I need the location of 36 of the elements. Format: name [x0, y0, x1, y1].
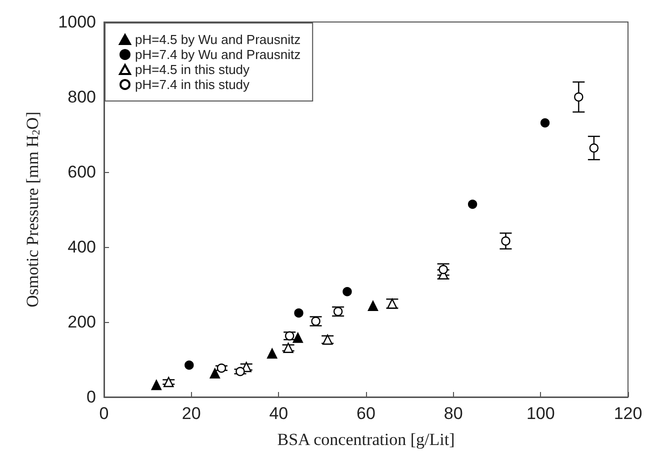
point — [267, 348, 278, 359]
legend-label: pH=4.5 by Wu and Prausnitz — [135, 32, 301, 47]
point — [292, 332, 303, 343]
y-tick-label: 0 — [86, 388, 96, 406]
y-tick-label: 600 — [68, 162, 96, 182]
point — [294, 308, 304, 318]
x-tick-label: 60 — [356, 404, 376, 423]
point — [216, 364, 226, 373]
y-tick-label: 1000 — [58, 12, 96, 32]
point — [151, 380, 162, 390]
y-tick-label: 800 — [68, 88, 96, 106]
point — [574, 92, 584, 102]
point — [501, 236, 510, 246]
x-tick-label: 120 — [614, 404, 642, 423]
x-axis-title: BSA concentration [g/Lit] — [277, 430, 455, 449]
point — [184, 360, 194, 370]
point — [210, 368, 220, 378]
x-tick-label: 0 — [99, 404, 109, 423]
point — [236, 366, 245, 376]
point — [368, 300, 378, 311]
point — [589, 143, 599, 153]
point — [164, 376, 174, 388]
legend-label: pH=7.4 by Wu and Prausnitz — [135, 47, 301, 62]
point — [468, 200, 478, 209]
legend-label: pH=7.4 in this study — [135, 77, 250, 92]
x-tick-label: 100 — [526, 404, 555, 423]
point — [342, 287, 352, 296]
y-tick-label: 400 — [68, 238, 96, 256]
point — [540, 118, 550, 128]
y-axis-title: Osmotic Pressure [mm H2O] — [23, 112, 42, 308]
legend-label: pH=4.5 in this study — [135, 62, 250, 77]
point — [284, 331, 294, 340]
x-tick-label: 40 — [269, 404, 288, 423]
x-tick-label: 80 — [444, 404, 463, 423]
x-tick-label: 20 — [182, 404, 201, 423]
y-tick-label: 200 — [68, 312, 96, 332]
